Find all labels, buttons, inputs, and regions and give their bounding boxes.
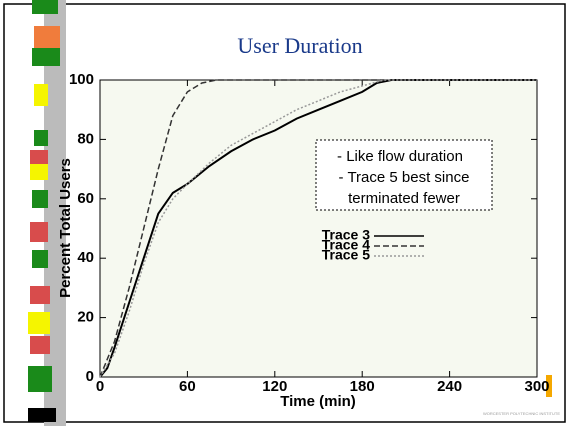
annotation-box	[315, 139, 493, 211]
x-tick-label: 60	[179, 378, 196, 395]
annotation: - Trace 5 best since	[339, 169, 470, 186]
annotation: - Like flow duration	[337, 148, 463, 165]
x-tick-label: 300	[524, 378, 549, 395]
side-blocks	[28, 0, 60, 422]
series-line	[99, 79, 537, 378]
legend-label: Trace 3	[322, 227, 370, 243]
deco-bar	[546, 375, 552, 397]
annotation: terminated fewer	[348, 190, 460, 207]
y-tick-label: 100	[69, 71, 94, 88]
legend-label: Trace 5	[322, 247, 370, 263]
y-axis-label: Percent Total Users	[57, 158, 74, 298]
x-tick-label: 120	[262, 378, 287, 395]
series-line	[99, 79, 537, 378]
x-tick-label: 240	[437, 378, 462, 395]
x-tick-label: 0	[96, 378, 104, 395]
x-tick-label: 180	[350, 378, 375, 395]
y-tick-label: 60	[77, 190, 94, 207]
slide-title: User Duration	[237, 33, 362, 58]
y-tick-label: 0	[86, 368, 94, 385]
legend-label: Trace 4	[322, 237, 370, 253]
x-axis-label: Time (min)	[280, 393, 356, 410]
plot-area	[99, 79, 538, 378]
y-tick-label: 80	[77, 130, 94, 147]
y-tick-label: 20	[77, 309, 94, 326]
y-tick-label: 40	[77, 249, 94, 266]
footer: WORCESTER POLYTECHNIC INSTITUTE	[483, 411, 560, 416]
series-line	[99, 79, 537, 378]
